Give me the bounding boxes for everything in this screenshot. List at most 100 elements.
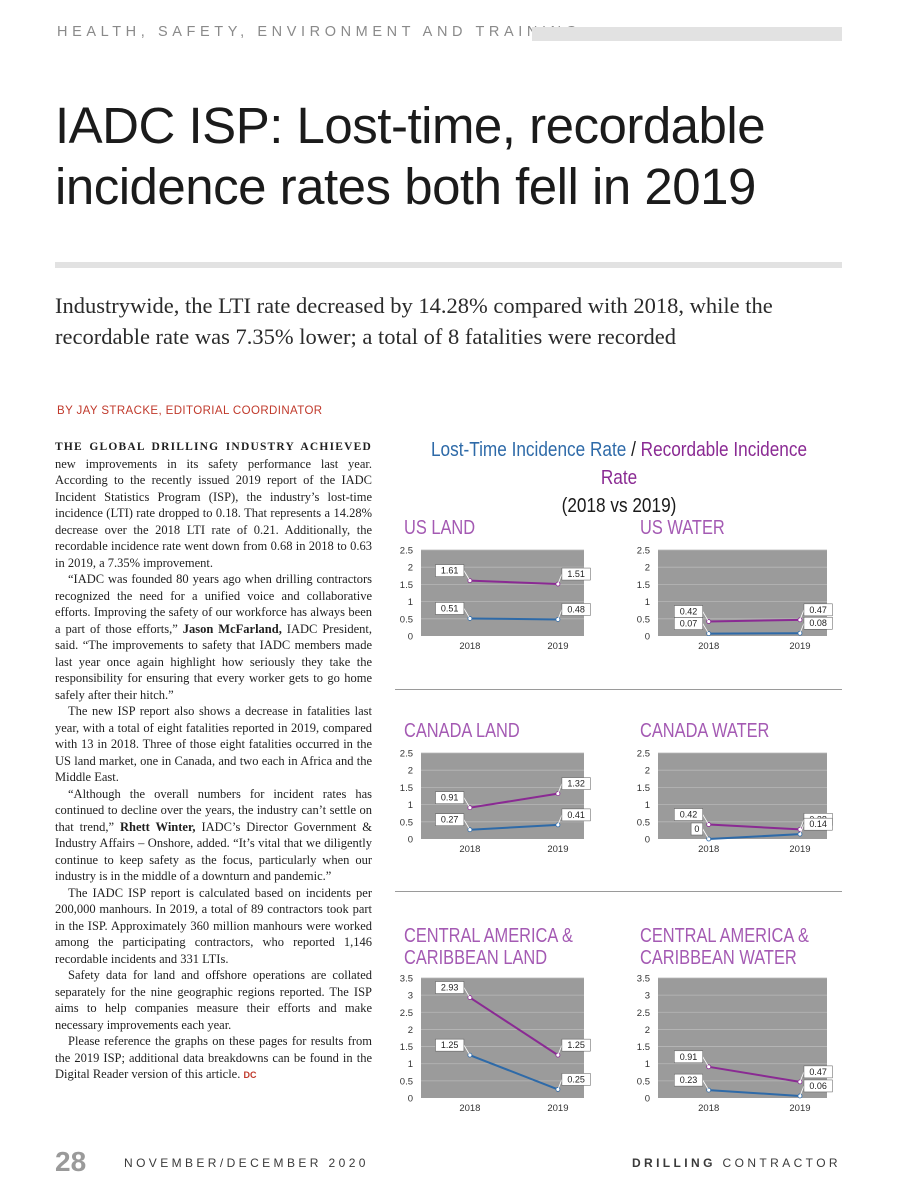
x-tick-label: 2018 xyxy=(698,844,719,855)
label-leader xyxy=(702,1056,710,1068)
label-leader xyxy=(702,814,710,825)
panel-title-canada-water: CANADA WATER xyxy=(640,720,770,742)
series-line xyxy=(708,618,800,623)
paragraph: “IADC was founded 80 years ago when dril… xyxy=(55,571,372,703)
article-body: THE GLOBAL DRILLING INDUSTRY ACHIEVED ne… xyxy=(55,438,372,1084)
label-leader xyxy=(799,1085,805,1097)
paragraph-text: The IADC ISP report is calculated based … xyxy=(55,885,372,966)
issue-date: NOVEMBER/DECEMBER 2020 xyxy=(124,1156,369,1170)
label-leader xyxy=(799,609,805,620)
data-label-box xyxy=(690,822,703,836)
series-line xyxy=(469,823,558,831)
y-tick-label: 0 xyxy=(408,835,413,846)
panel-divider xyxy=(395,891,842,892)
data-point xyxy=(797,1079,803,1085)
plot-area xyxy=(421,978,584,1098)
data-label-box xyxy=(435,602,465,615)
data-label: 0.51 xyxy=(441,603,459,613)
panel-title-us-land: US LAND xyxy=(404,517,476,539)
data-point xyxy=(706,619,712,624)
chart-us-water: 0 0.5 1 1.5 2 2.5 2018 2019 0.42 0.47 0.07 0.08 xyxy=(637,546,833,652)
y-tick-label: 2.5 xyxy=(400,1008,413,1019)
series-line xyxy=(708,1065,801,1083)
data-label: 0.48 xyxy=(567,604,585,614)
data-label: 0.07 xyxy=(680,619,698,629)
data-label-box xyxy=(674,1050,703,1064)
data-label-box xyxy=(561,567,591,581)
y-tick-label: 2 xyxy=(645,766,650,777)
y-tick-label: 2 xyxy=(408,1025,413,1036)
x-tick-label: 2019 xyxy=(789,1103,810,1114)
series-line xyxy=(469,996,559,1056)
data-label-box xyxy=(803,1079,833,1093)
recordable-title: Recordable Incidence Rate xyxy=(600,439,808,489)
paragraph-text: IADC’s Director Government & Industry Af… xyxy=(55,819,372,884)
panel-title-canada-land: CANADA LAND xyxy=(404,720,520,742)
data-label: 0.47 xyxy=(809,605,827,615)
y-tick-label: 1 xyxy=(645,597,650,608)
chart-ca-water: 0 0.5 1 1.5 2 2.5 3 3.5 2018 2019 0.91 0.47 0.23 0.06 xyxy=(637,974,833,1114)
series-line xyxy=(708,1089,801,1097)
charts-title: Lost-Time Incidence Rate / Recordable In… xyxy=(426,436,811,520)
x-tick-label: 2018 xyxy=(698,1103,719,1114)
y-tick-label: 2.5 xyxy=(637,546,650,557)
magazine-name: DRILLING CONTRACTOR xyxy=(632,1156,841,1170)
y-tick-label: 0.5 xyxy=(400,1076,413,1087)
data-label: 0.47 xyxy=(809,1067,827,1077)
byline: BY JAY STRACKE, EDITORIAL COORDINATOR xyxy=(57,405,323,417)
deck: Industrywide, the LTI rate decreased by … xyxy=(55,293,773,349)
magazine-name-rest: CONTRACTOR xyxy=(715,1156,841,1170)
data-label-box xyxy=(435,564,465,577)
data-label: 0.27 xyxy=(441,815,459,825)
paragraph-text: “IADC was founded 80 years ago when dril… xyxy=(55,572,372,636)
data-label: 1.61 xyxy=(441,566,459,576)
series-line xyxy=(469,792,559,809)
data-label-box xyxy=(803,616,833,630)
data-point xyxy=(706,822,712,827)
data-label-box xyxy=(674,808,703,821)
label-leader xyxy=(463,570,471,581)
data-label: 0.42 xyxy=(680,810,698,820)
label-leader xyxy=(557,1044,563,1056)
paragraph-text: new improvements in its safety performan… xyxy=(55,456,372,570)
data-label-box xyxy=(435,1038,465,1052)
y-tick-label: 2.5 xyxy=(400,546,413,557)
y-tick-label: 1.5 xyxy=(637,1042,650,1053)
data-label: 0.91 xyxy=(441,793,459,803)
paragraph-text: Safety data for land and offshore operat… xyxy=(55,968,372,1032)
plot-area xyxy=(421,550,584,636)
label-leader xyxy=(702,1079,710,1091)
headline: IADC ISP: Lost-time, recordable incidenc… xyxy=(55,97,766,215)
chart-canada-land: 0 0.5 1 1.5 2 2.5 2018 2019 0.91 1.32 0.27 0.41 xyxy=(400,749,591,855)
paragraph-text: The new ISP report also shows a decrease… xyxy=(55,704,372,784)
label-leader xyxy=(799,1071,805,1083)
lead-in: THE GLOBAL DRILLING INDUSTRY ACHIEVED xyxy=(55,441,372,453)
x-tick-label: 2019 xyxy=(789,641,810,652)
paragraph: Please reference the graphs on these pag… xyxy=(55,1033,372,1084)
series-line xyxy=(708,833,801,840)
label-leader xyxy=(557,783,563,794)
series-line xyxy=(708,823,801,831)
y-tick-label: 0 xyxy=(645,835,650,846)
data-label: 0.06 xyxy=(809,1081,827,1091)
data-label-box xyxy=(435,981,465,994)
section-label: HEALTH, SAFETY, ENVIRONMENT AND TRAINING xyxy=(57,24,582,40)
label-leader xyxy=(463,987,471,998)
y-tick-label: 2 xyxy=(645,563,650,574)
data-label: 1.51 xyxy=(567,569,585,579)
panel-title-ca-land: CENTRAL AMERICA & CARIBBEAN LAND xyxy=(404,925,601,969)
y-tick-label: 1 xyxy=(645,1059,650,1070)
panel-title-text: CENTRAL AMERICA & CARIBBEAN LAND xyxy=(404,925,573,969)
data-point xyxy=(555,581,561,587)
data-label: 1.32 xyxy=(567,779,585,789)
paragraph-text: IADC President, said. “The improvements … xyxy=(55,621,372,702)
x-tick-label: 2019 xyxy=(789,844,810,855)
label-leader xyxy=(557,573,563,585)
lti-title: Lost-Time Incidence Rate xyxy=(430,439,627,461)
label-leader xyxy=(463,1044,471,1056)
y-tick-label: 0 xyxy=(408,1094,413,1105)
label-leader xyxy=(557,1079,563,1090)
y-tick-label: 1 xyxy=(408,597,413,608)
